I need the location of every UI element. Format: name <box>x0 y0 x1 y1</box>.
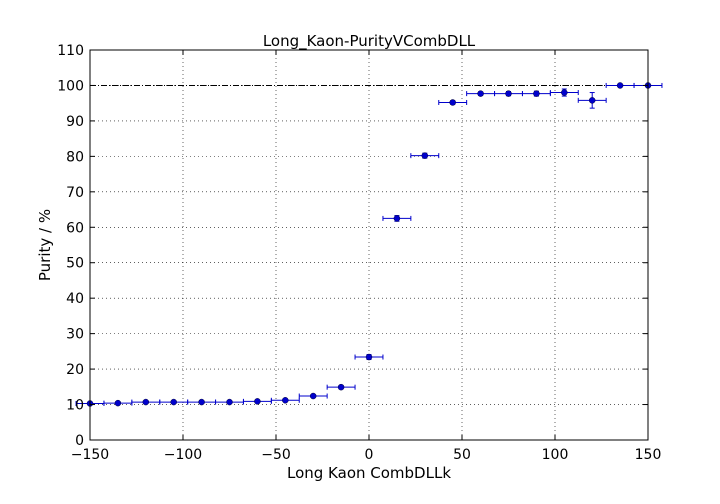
data-point <box>198 398 205 406</box>
data-point <box>477 90 484 97</box>
y-tick-label: 10 <box>66 398 84 414</box>
data-point <box>114 399 122 407</box>
data-point <box>449 99 456 106</box>
tick-layer: −150 −100 −50 0 50 100 150 0 10 20 30 40 50 60 70 80 90 1… <box>57 43 661 463</box>
data-point <box>170 398 177 406</box>
x-tick-label: 0 <box>365 447 374 463</box>
x-tick-label: −150 <box>71 447 109 463</box>
y-tick-label: 60 <box>66 220 84 236</box>
data-point <box>393 215 401 222</box>
data-point <box>505 90 512 97</box>
x-tick-label: 150 <box>635 447 662 463</box>
data-point <box>254 398 261 405</box>
y-tick-label: 50 <box>66 256 84 272</box>
x-tick-label: −100 <box>164 447 202 463</box>
data-point <box>226 398 233 406</box>
data-point <box>561 89 568 96</box>
y-tick-label: 70 <box>66 185 84 201</box>
x-tick-label: 100 <box>542 447 569 463</box>
y-axis-label: Purity / % <box>36 209 54 281</box>
data-point <box>588 97 596 104</box>
y-tick-label: 100 <box>57 78 84 94</box>
plot-frame <box>89 49 649 441</box>
data-layer <box>75 82 663 407</box>
data-point <box>616 82 624 89</box>
data-point <box>365 353 373 361</box>
y-tick-label: 0 <box>75 433 84 449</box>
y-tick-label: 80 <box>66 149 84 165</box>
x-tick-label: −50 <box>261 447 291 463</box>
data-point <box>421 152 429 159</box>
data-point <box>309 392 317 400</box>
y-tick-label: 110 <box>57 43 84 59</box>
y-tick-label: 90 <box>66 114 84 130</box>
y-tick-label: 30 <box>66 327 84 343</box>
data-point <box>337 383 345 391</box>
y-tick-label: 20 <box>66 362 84 378</box>
chart-title: Long_Kaon-PurityVCombDLL <box>263 32 476 51</box>
data-point <box>282 397 289 404</box>
x-tick-label: 50 <box>453 447 471 463</box>
y-tick-label: 40 <box>66 291 84 307</box>
grid <box>90 50 648 440</box>
data-point <box>533 90 540 97</box>
x-axis-label: Long Kaon CombDLLk <box>287 464 451 482</box>
data-point <box>142 398 150 406</box>
